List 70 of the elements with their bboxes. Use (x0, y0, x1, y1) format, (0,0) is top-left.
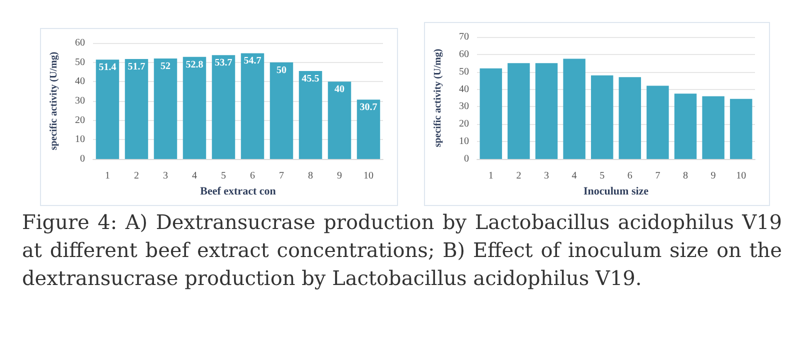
data-label: 52.8 (186, 59, 204, 70)
y-tick-label: 20 (75, 114, 85, 126)
x-tick-label: 7 (655, 170, 660, 182)
bar (646, 86, 669, 159)
data-label: 53.7 (214, 58, 232, 69)
x-tick-label: 4 (572, 170, 577, 182)
y-tick-label: 10 (75, 134, 85, 146)
bar (270, 62, 294, 159)
x-tick-label: 6 (250, 170, 255, 182)
y-tick-label: 10 (459, 136, 469, 148)
x-tick-label: 9 (710, 170, 716, 182)
bar (730, 98, 752, 159)
data-label: 51.7 (128, 62, 146, 73)
bar (702, 96, 724, 159)
bar (618, 77, 642, 159)
bar (96, 60, 120, 159)
bar (535, 63, 558, 159)
x-tick-label: 8 (683, 170, 688, 182)
bar (508, 63, 530, 159)
bar (124, 59, 148, 159)
y-tick-label: 50 (75, 56, 85, 68)
y-tick-label: 60 (459, 48, 469, 60)
caption: Figure 4: A) Dextransucrase production by Lactobacillus acidophilus V19 at different beef extract concentrations; B) Effect of inoculum size on the dextransucrase production by Lactobacillus acidophilus V19. (22, 209, 782, 292)
x-tick-label: 3 (544, 170, 549, 182)
bar (182, 56, 206, 159)
y-tick-label: 30 (75, 96, 85, 106)
y-tick-label: 30 (459, 101, 469, 112)
x-tick-label: 4 (192, 170, 197, 182)
x-tick-label: 2 (516, 170, 522, 182)
x-tick-label: 5 (221, 170, 226, 182)
y-axis-title: specific activity (U/mg) (48, 52, 60, 150)
data-label: 54.7 (244, 56, 262, 67)
y-tick-label: 70 (459, 32, 469, 42)
y-tick-label: 0 (80, 154, 85, 164)
data-label: 50 (276, 64, 286, 76)
y-tick-label: 0 (464, 154, 469, 164)
bar (356, 100, 380, 159)
data-label: 30.7 (360, 102, 378, 114)
y-tick-label: 40 (459, 84, 469, 95)
bar (212, 55, 236, 159)
x-tick-label: 1 (488, 170, 494, 182)
data-label: 52 (160, 60, 170, 72)
bar (563, 58, 586, 159)
x-tick-label: 8 (308, 170, 313, 182)
x-tick-label: 10 (364, 170, 374, 182)
data-label: 45.5 (302, 74, 320, 85)
x-tick-label: 2 (134, 170, 139, 182)
bar (328, 82, 352, 159)
x-tick-label: 1 (105, 170, 110, 182)
bar (154, 58, 178, 159)
bar (674, 94, 697, 159)
bar (298, 71, 322, 159)
bar (240, 53, 264, 159)
x-tick-label: 5 (600, 170, 605, 182)
x-axis-title: Inoculum size (583, 185, 649, 198)
x-axis-title: Beef extract con (200, 185, 276, 198)
x-tick-label: 10 (736, 170, 746, 182)
x-tick-label: 7 (279, 170, 284, 182)
bar (590, 75, 614, 159)
y-tick-label: 20 (459, 118, 469, 130)
x-tick-label: 9 (337, 170, 342, 182)
x-tick-label: 3 (163, 170, 168, 182)
y-tick-label: 50 (459, 66, 469, 78)
y-tick-label: 40 (75, 76, 85, 88)
data-label: 51.4 (98, 62, 116, 74)
bar (480, 68, 502, 159)
x-tick-label: 6 (627, 170, 632, 182)
y-axis-title: specific activity (U/mg) (432, 48, 444, 148)
data-label: 40 (334, 84, 344, 96)
y-tick-label: 60 (75, 38, 85, 48)
